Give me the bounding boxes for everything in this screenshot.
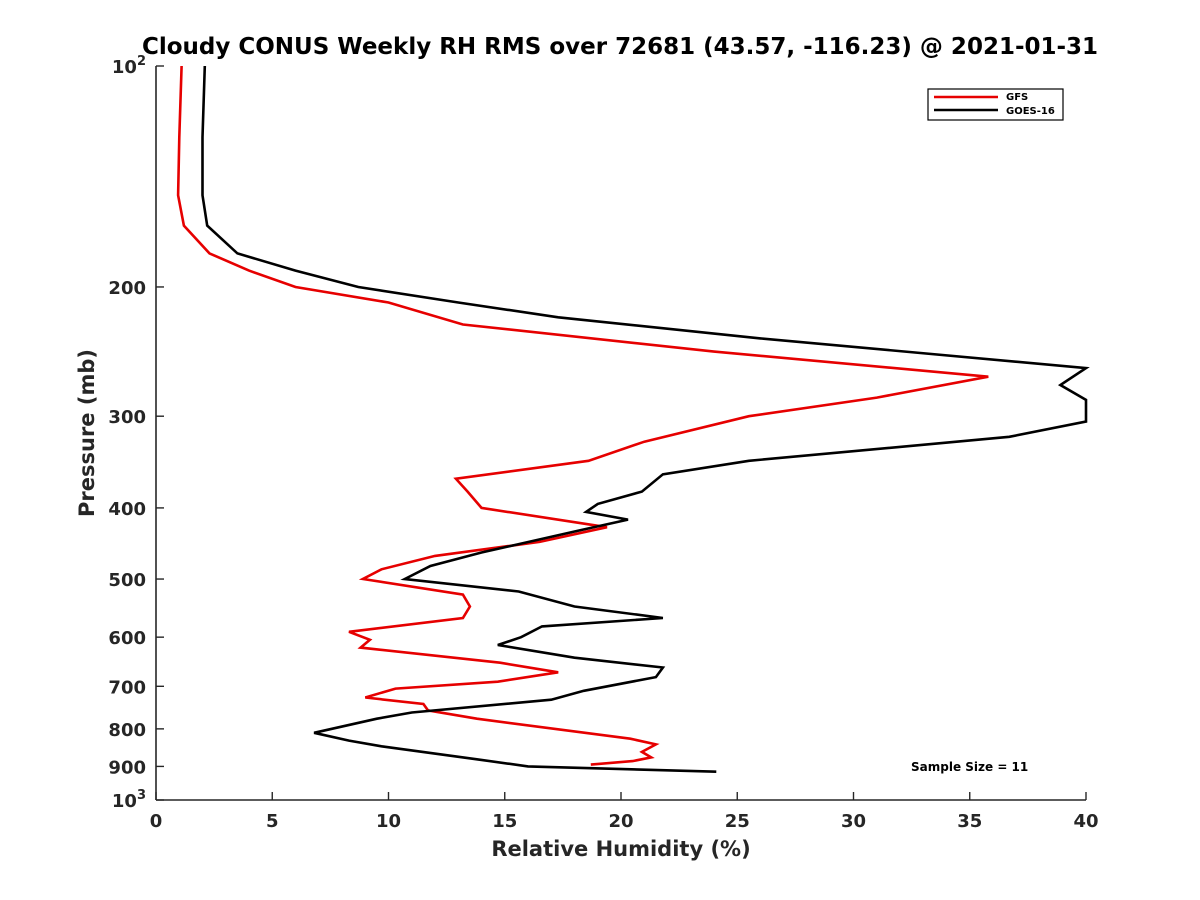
- x-tick-label: 10: [376, 811, 401, 832]
- sample-size-annotation: Sample Size = 11: [911, 760, 1028, 774]
- legend: GFS GOES-16: [927, 88, 1064, 121]
- y-tick-label: 300: [108, 407, 146, 428]
- y-tick-label: 900: [108, 757, 146, 778]
- x-tick-label: 0: [150, 811, 163, 832]
- series-lines: [176, 65, 1090, 773]
- x-tick-label: 40: [1073, 811, 1098, 832]
- y-tick-label: 102: [112, 54, 146, 78]
- x-tick-label: 30: [841, 811, 866, 832]
- y-tick-exponent: 3: [137, 788, 146, 803]
- legend-box: [927, 88, 1064, 121]
- series-line-goes16: [201, 65, 1090, 773]
- x-tick-label: 5: [266, 811, 279, 832]
- x-tick-label: 35: [957, 811, 982, 832]
- y-tick-label: 600: [108, 628, 146, 649]
- legend-label-gfs: GFS: [1006, 92, 1028, 103]
- y-tick-label: 800: [108, 720, 146, 741]
- y-tick-label: 200: [108, 278, 146, 299]
- y-tick-label: 700: [108, 677, 146, 698]
- x-axis-label: Relative Humidity (%): [491, 837, 750, 861]
- legend-label-goes16: GOES-16: [1006, 106, 1055, 117]
- y-axis-label: Pressure (mb): [75, 349, 99, 517]
- y-tick-label: 500: [108, 570, 146, 591]
- x-ticks: 0 5 10 15 20 25 30 35 40: [150, 792, 1099, 832]
- plot-frame: [156, 66, 1086, 800]
- y-tick-exponent: 2: [137, 54, 146, 69]
- x-tick-label: 25: [725, 811, 750, 832]
- y-tick-base: 10: [112, 791, 137, 812]
- y-tick-label: 103: [112, 788, 146, 812]
- y-tick-base: 10: [112, 57, 137, 78]
- y-tick-label: 400: [108, 499, 146, 520]
- x-tick-label: 15: [492, 811, 517, 832]
- x-tick-label: 20: [608, 811, 633, 832]
- chart-title: Cloudy CONUS Weekly RH RMS over 72681 (4…: [142, 34, 1098, 60]
